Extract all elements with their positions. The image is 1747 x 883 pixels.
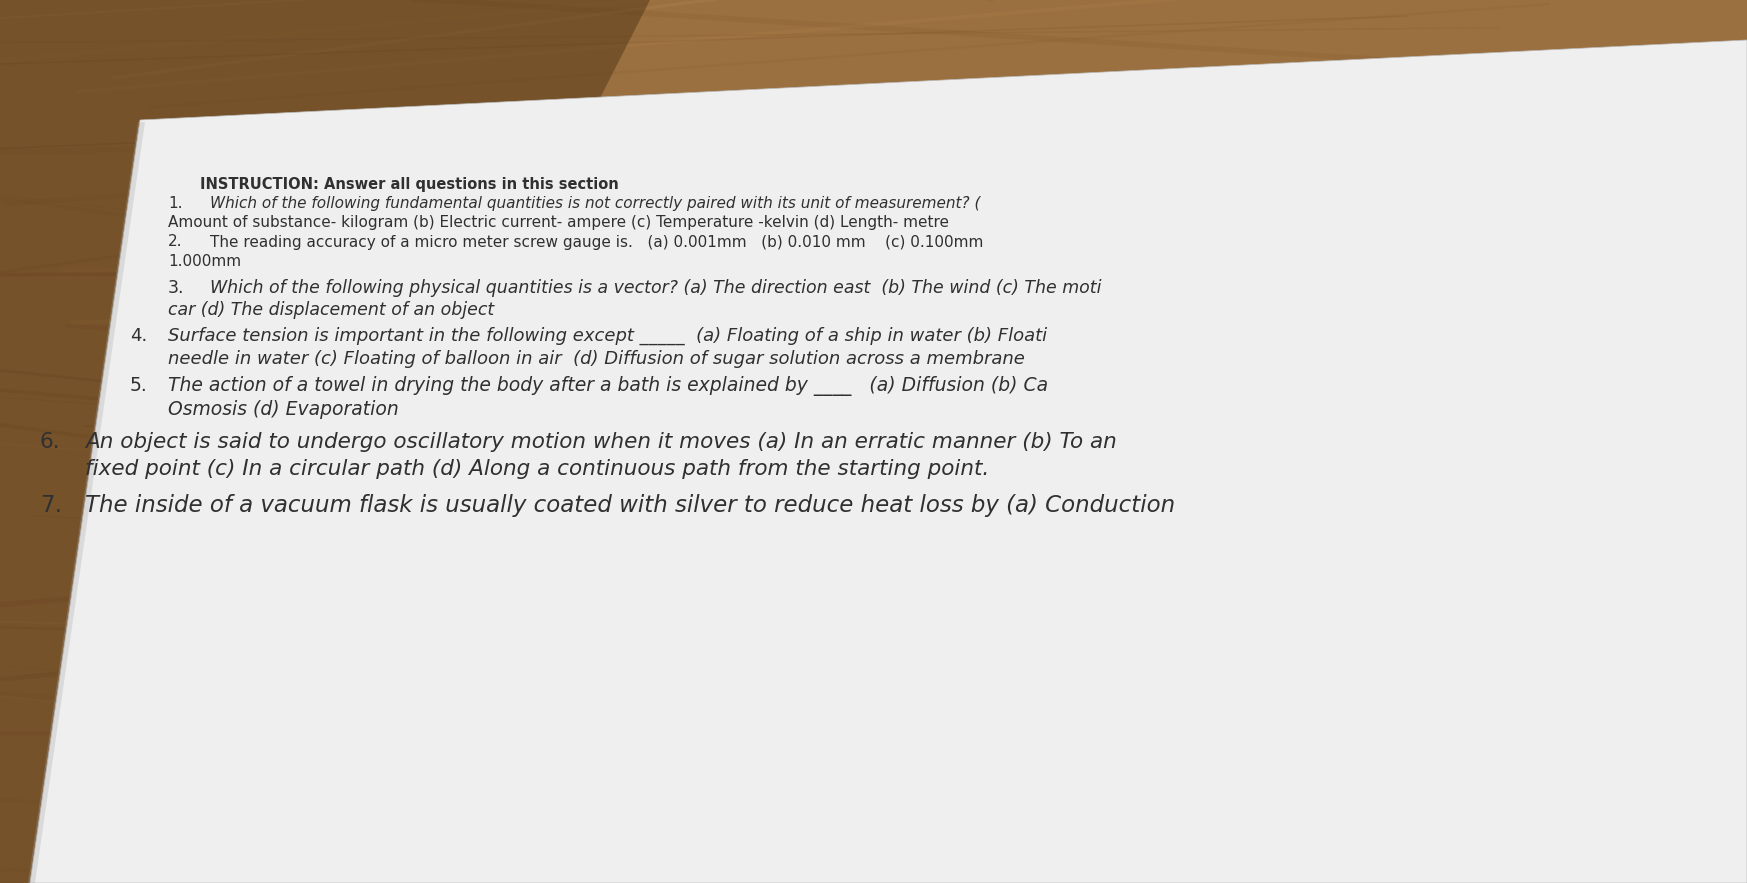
Text: Which of the following physical quantities is a vector? (a) The direction east  : Which of the following physical quantiti… — [210, 279, 1102, 297]
Text: 2.: 2. — [168, 235, 182, 250]
Text: The inside of a vacuum flask is usually coated with silver to reduce heat loss b: The inside of a vacuum flask is usually … — [86, 494, 1176, 517]
Text: 4.: 4. — [129, 327, 147, 344]
Polygon shape — [30, 40, 1747, 883]
Text: fixed point (c) In a circular path (d) Along a continuous path from the starting: fixed point (c) In a circular path (d) A… — [86, 458, 989, 479]
Text: 3.: 3. — [168, 279, 185, 297]
Text: The action of a towel in drying the body after a bath is explained by ____   (a): The action of a towel in drying the body… — [168, 376, 1048, 396]
Text: INSTRUCTION: Answer all questions in this section: INSTRUCTION: Answer all questions in thi… — [199, 177, 618, 192]
Text: 5.: 5. — [129, 376, 148, 396]
Text: The reading accuracy of a micro meter screw gauge is.   (a) 0.001mm   (b) 0.010 : The reading accuracy of a micro meter sc… — [210, 235, 984, 250]
Polygon shape — [0, 0, 650, 883]
Text: Osmosis (d) Evaporation: Osmosis (d) Evaporation — [168, 400, 398, 419]
Text: 1.000mm: 1.000mm — [168, 253, 241, 268]
Text: Amount of substance- kilogram (b) Electric current- ampere (c) Temperature -kelv: Amount of substance- kilogram (b) Electr… — [168, 215, 949, 230]
Text: 1.: 1. — [168, 196, 182, 211]
Text: car (d) The displacement of an object: car (d) The displacement of an object — [168, 301, 494, 319]
Text: Surface tension is important in the following except _____  (a) Floating of a sh: Surface tension is important in the foll… — [168, 327, 1046, 345]
Text: 7.: 7. — [40, 494, 61, 517]
Polygon shape — [28, 122, 145, 883]
Text: needle in water (c) Floating of balloon in air  (d) Diffusion of sugar solution : needle in water (c) Floating of balloon … — [168, 350, 1025, 367]
Text: 6.: 6. — [40, 432, 61, 451]
Text: An object is said to undergo oscillatory motion when it moves (a) In an erratic : An object is said to undergo oscillatory… — [86, 432, 1116, 451]
Text: Which of the following fundamental quantities is not correctly paired with its u: Which of the following fundamental quant… — [210, 196, 980, 211]
